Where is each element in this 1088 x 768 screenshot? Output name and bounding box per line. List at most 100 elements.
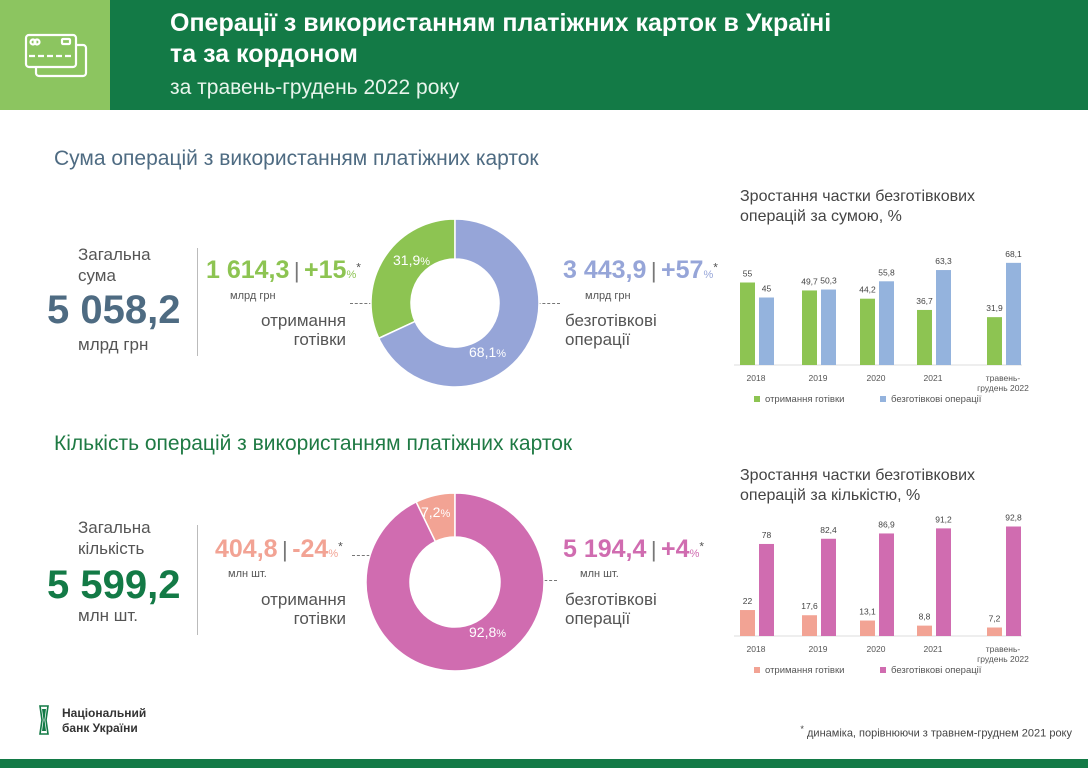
bar-2020-cashless xyxy=(879,533,894,636)
bar-2021-cash xyxy=(917,625,932,636)
data-label: 7,2 xyxy=(989,614,1001,624)
x-tick-label: 2021 xyxy=(924,644,943,654)
count-donut-chart xyxy=(365,492,545,672)
data-label: 49,7 xyxy=(801,276,818,286)
cash-segment xyxy=(370,218,456,340)
sum-total-label: Загальна сума xyxy=(78,245,151,285)
sum-cashless-share: 68,1% xyxy=(469,344,507,360)
x-tick-label: травень- xyxy=(986,373,1021,383)
legend-swatch xyxy=(880,667,886,673)
x-tick-label: 2019 xyxy=(809,644,828,654)
count-section-title: Кількість операцій з використанням платі… xyxy=(54,432,573,455)
bar-2018-cash xyxy=(740,610,755,636)
data-label: 44,2 xyxy=(859,285,876,295)
count-total-value: 5 599,2 xyxy=(47,563,181,607)
chart2-title: Зростання частки безготівкових операцій … xyxy=(740,467,976,504)
sum-cashless-label: безготівкові операції xyxy=(565,311,657,349)
divider xyxy=(197,525,198,635)
footer-bar xyxy=(0,759,1088,768)
bar-2020-cashless xyxy=(879,281,894,365)
count-cash-value: 404,8 | -24%* xyxy=(215,535,343,563)
x-tick-label: 2020 xyxy=(867,373,886,383)
bar-2019-cash xyxy=(802,290,817,365)
data-label: 45 xyxy=(762,284,772,294)
data-label: 55 xyxy=(743,269,753,279)
bar-травень-грудень 2022-cashless xyxy=(1006,262,1021,365)
bar-травень-грудень 2022-cash xyxy=(987,627,1002,636)
count-total-label: Загальна кількість xyxy=(78,518,151,558)
header-icon-panel xyxy=(0,0,110,110)
legend-label: безготівкові операції xyxy=(891,665,982,676)
legend-label: безготівкові операції xyxy=(891,394,982,405)
sum-cashless-value: 3 443,9 | +57%* xyxy=(563,256,718,284)
legend-label: отримання готівки xyxy=(765,394,844,405)
nbu-logo-text: Національний банк України xyxy=(62,706,147,735)
count-cashless-label: безготівкові операції xyxy=(565,590,657,628)
bar-2021-cash xyxy=(917,309,932,365)
x-tick-label: травень- xyxy=(986,644,1021,654)
sum-total-unit: млрд грн xyxy=(78,335,149,354)
legend-label: отримання готівки xyxy=(765,665,844,676)
data-label: 92,8 xyxy=(1005,512,1022,522)
credit-cards-icon xyxy=(24,33,88,78)
sum-cashless-unit: млрд грн xyxy=(585,290,631,302)
sum-section-title: Сума операцій з використанням платіжних … xyxy=(54,147,539,170)
data-label: 36,7 xyxy=(916,296,933,306)
x-tick-label: 2018 xyxy=(747,644,766,654)
data-label: 78 xyxy=(762,530,772,540)
sum-cash-value: 1 614,3 | +15%* xyxy=(206,256,361,284)
page-title: Операції з використанням платіжних карто… xyxy=(170,9,832,68)
bar-2019-cashless xyxy=(821,538,836,636)
data-label: 63,3 xyxy=(935,256,952,266)
bar-2019-cash xyxy=(802,615,817,636)
data-label: 91,2 xyxy=(935,514,952,524)
x-tick-label: 2019 xyxy=(809,373,828,383)
x-tick-label: 2020 xyxy=(867,644,886,654)
sum-cash-share: 31,9% xyxy=(393,252,431,268)
nbu-logo-icon xyxy=(39,705,49,735)
x-tick-label: 2021 xyxy=(924,373,943,383)
bar-2018-cashless xyxy=(759,543,774,636)
sum-donut-chart xyxy=(370,218,540,388)
data-label: 17,6 xyxy=(801,601,818,611)
data-label: 8,8 xyxy=(919,612,931,622)
data-label: 22 xyxy=(743,596,753,606)
legend-swatch xyxy=(754,396,760,402)
bar-2020-cash xyxy=(860,620,875,636)
cashless-segment xyxy=(365,492,545,672)
count-share-bar-chart: 22 78 2018 17,6 82,4 2019 13,1 86,9 2020 8,8 91,2 2… xyxy=(734,512,1029,676)
x-tick-label: грудень 2022 xyxy=(977,654,1029,664)
divider xyxy=(197,248,198,356)
count-cash-unit: млн шт. xyxy=(228,568,267,580)
data-label: 68,1 xyxy=(1005,249,1022,259)
legend-swatch xyxy=(754,667,760,673)
bar-травень-грудень 2022-cashless xyxy=(1006,526,1021,636)
data-label: 82,4 xyxy=(820,525,837,535)
sum-total-value: 5 058,2 xyxy=(47,288,181,332)
bar-травень-грудень 2022-cash xyxy=(987,317,1002,365)
data-label: 13,1 xyxy=(859,607,876,617)
count-cash-share: 7,2% xyxy=(421,504,451,520)
count-total-unit: млн шт. xyxy=(78,606,138,625)
bar-2021-cashless xyxy=(936,270,951,365)
chart1-title: Зростання частки безготівкових операцій … xyxy=(740,188,976,225)
data-label: 86,9 xyxy=(878,519,895,529)
count-cashless-value: 5 194,4 | +4%* xyxy=(563,535,705,563)
header-bar xyxy=(110,0,1088,110)
bar-2019-cashless xyxy=(821,289,836,365)
x-tick-label: 2018 xyxy=(747,373,766,383)
bar-2020-cash xyxy=(860,298,875,365)
count-cashless-share: 92,8% xyxy=(469,624,507,640)
data-label: 31,9 xyxy=(986,303,1003,313)
footnote: * динаміка, порівнюючи з травнем-груднем… xyxy=(800,724,1072,740)
page-subtitle: за травень-грудень 2022 року xyxy=(170,76,460,99)
bar-2018-cash xyxy=(740,282,755,365)
cashless-segment xyxy=(377,218,540,388)
data-label: 55,8 xyxy=(878,267,895,277)
sum-cash-unit: млрд грн xyxy=(230,290,276,302)
bar-2021-cashless xyxy=(936,528,951,636)
x-tick-label: грудень 2022 xyxy=(977,383,1029,393)
data-label: 50,3 xyxy=(820,276,837,286)
legend-swatch xyxy=(880,396,886,402)
count-cash-label: отримання готівки xyxy=(261,590,346,628)
